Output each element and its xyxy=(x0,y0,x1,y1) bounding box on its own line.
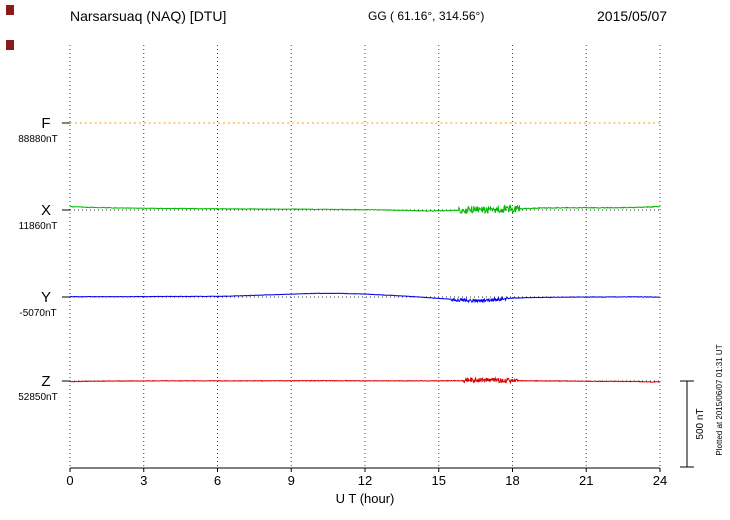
scale-bar-label: 500 nT xyxy=(695,408,706,439)
series-label-F: F xyxy=(41,115,50,132)
series-label-X: X xyxy=(41,202,51,219)
trace-Z xyxy=(69,376,660,385)
plotted-at-note: Plotted at 2015/06/07 01:31 UT xyxy=(715,344,724,455)
series-baseline-label-F: 88880nT xyxy=(18,134,57,145)
geographic-coordinates: GG ( 61.16°, 314.56°) xyxy=(368,9,484,23)
x-tick-label: 6 xyxy=(214,473,221,488)
x-tick-label: 18 xyxy=(505,473,519,488)
x-tick-label: 12 xyxy=(358,473,372,488)
series-baseline-label-Y: -5070nT xyxy=(19,308,56,319)
x-tick-label: 0 xyxy=(66,473,73,488)
x-tick-label: 3 xyxy=(140,473,147,488)
x-tick-label: 9 xyxy=(288,473,295,488)
series-baseline-label-Z: 52850nT xyxy=(18,392,57,403)
station-title: Narsarsuaq (NAQ) [DTU] xyxy=(70,8,226,24)
trace-X xyxy=(69,204,661,215)
x-axis-label: U T (hour) xyxy=(336,491,395,506)
trace-Y xyxy=(70,292,660,304)
series-label-Y: Y xyxy=(41,289,51,306)
x-tick-label: 15 xyxy=(432,473,446,488)
series-label-Z: Z xyxy=(41,373,50,390)
chart-content: 0 3 6 9 12 15 18 21 24 F 88880nT X 11860nT Y -5070nT Z 5… xyxy=(18,45,667,488)
series-baseline-label-X: 11860nT xyxy=(19,221,58,232)
edge-marker-second xyxy=(6,40,14,50)
x-tick-label: 21 xyxy=(579,473,593,488)
plot-date: 2015/05/07 xyxy=(597,8,667,24)
x-tick-label: 24 xyxy=(653,473,667,488)
edge-marker-top xyxy=(6,5,14,15)
scale-bar: 500 nT xyxy=(680,380,706,468)
